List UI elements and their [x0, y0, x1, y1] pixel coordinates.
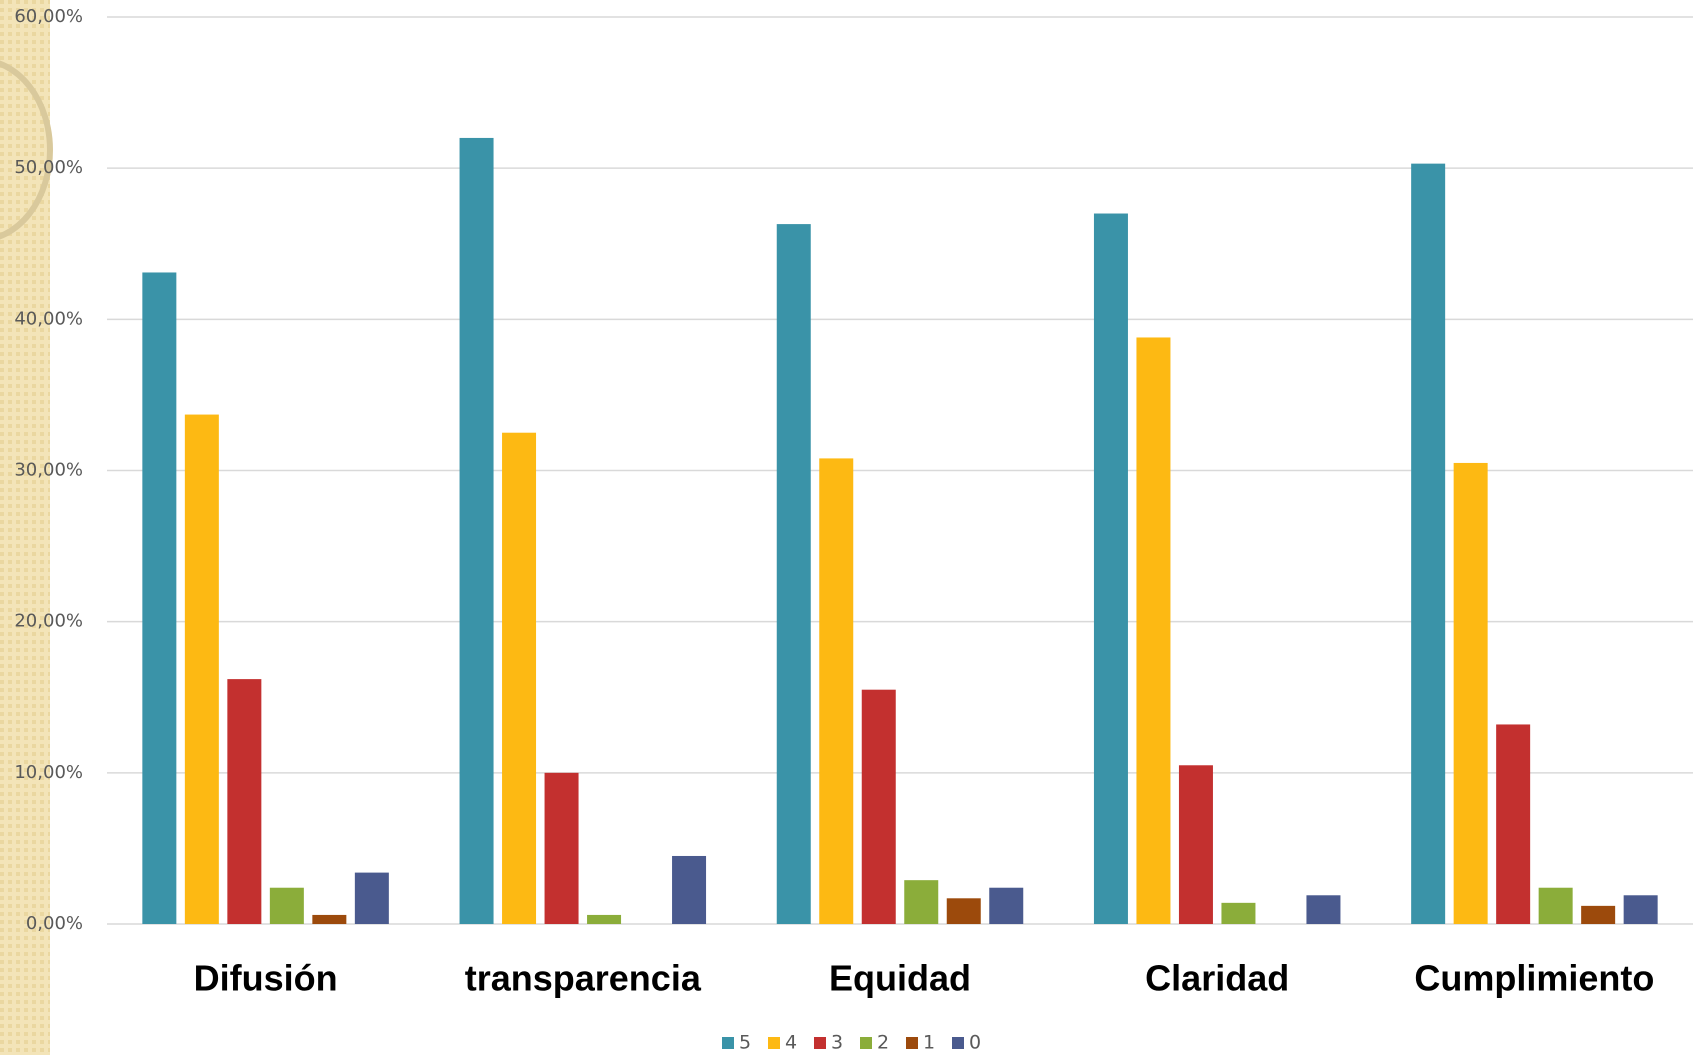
y-tick-label: 60,00%: [14, 6, 83, 27]
bar: [776, 224, 811, 924]
x-tick-label: Claridad: [1145, 958, 1289, 999]
bar: [142, 272, 177, 924]
legend-label: 5: [739, 1032, 751, 1054]
y-tick-label: 10,00%: [14, 762, 83, 783]
bar: [269, 887, 304, 924]
bar: [1453, 462, 1488, 924]
bar: [1496, 724, 1531, 924]
legend-label: 0: [969, 1032, 981, 1054]
legend-label: 3: [831, 1032, 843, 1054]
x-tick-label: Cumplimiento: [1414, 958, 1654, 999]
legend-swatch: [906, 1037, 918, 1049]
bar: [989, 887, 1024, 924]
bar: [946, 898, 981, 924]
y-tick-label: 50,00%: [14, 157, 83, 178]
bar: [1093, 213, 1128, 924]
y-tick-label: 40,00%: [14, 308, 83, 329]
legend-swatch: [722, 1037, 734, 1049]
legend-swatch: [860, 1037, 872, 1049]
bar: [861, 689, 896, 924]
side-strip: [0, 0, 50, 1055]
bar: [312, 914, 347, 924]
bar: [587, 914, 622, 924]
bar: [1411, 163, 1446, 925]
bar: [184, 414, 219, 924]
bar: [1221, 902, 1256, 924]
bar: [502, 432, 537, 924]
y-tick-label: 20,00%: [14, 611, 83, 632]
bar: [544, 772, 579, 924]
bar: [819, 458, 854, 924]
bar: [1136, 337, 1171, 924]
legend-label: 2: [877, 1032, 889, 1054]
bar: [1623, 895, 1658, 924]
x-tick-label: Equidad: [829, 958, 971, 999]
legend-label: 4: [785, 1032, 797, 1054]
bar: [227, 679, 262, 924]
bar: [904, 880, 939, 924]
legend-swatch: [814, 1037, 826, 1049]
bar: [672, 855, 707, 924]
x-tick-label: Difusión: [194, 958, 338, 999]
bar: [459, 137, 494, 924]
bar: [1538, 887, 1573, 924]
x-tick-label: transparencia: [465, 958, 702, 999]
y-tick-label: 30,00%: [14, 460, 83, 481]
bar: [1306, 895, 1341, 924]
decoration: [0, 60, 53, 240]
legend-label: 1: [923, 1032, 935, 1054]
y-tick-label: 0,00%: [26, 913, 83, 934]
bar: [354, 872, 389, 924]
bar: [1178, 765, 1213, 924]
bar: [1581, 905, 1616, 924]
legend-swatch: [768, 1037, 780, 1049]
legend-swatch: [952, 1037, 964, 1049]
